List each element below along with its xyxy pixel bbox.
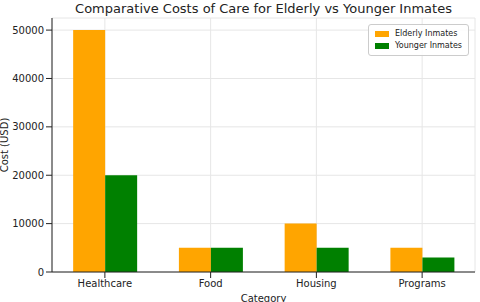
svg-text:Housing: Housing <box>296 278 337 289</box>
svg-text:Programs: Programs <box>398 278 445 289</box>
svg-text:10000: 10000 <box>12 218 44 229</box>
svg-text:Food: Food <box>199 278 223 289</box>
svg-text:Healthcare: Healthcare <box>78 278 133 289</box>
svg-text:20000: 20000 <box>12 170 44 181</box>
svg-text:40000: 40000 <box>12 73 44 84</box>
svg-text:0: 0 <box>38 267 44 278</box>
svg-text:50000: 50000 <box>12 25 44 36</box>
svg-text:Cost (USD): Cost (USD) <box>8 118 10 173</box>
html-text:Elderly Inmates: Elderly Inmates <box>395 29 458 38</box>
html-text:Younger Inmates: Younger Inmates <box>395 41 462 50</box>
svg-text:Category: Category <box>241 293 287 302</box>
svg-text:30000: 30000 <box>12 121 44 132</box>
html-text:Comparative Costs of Care for: Comparative Costs of Care for Elderly vs… <box>75 1 452 16</box>
